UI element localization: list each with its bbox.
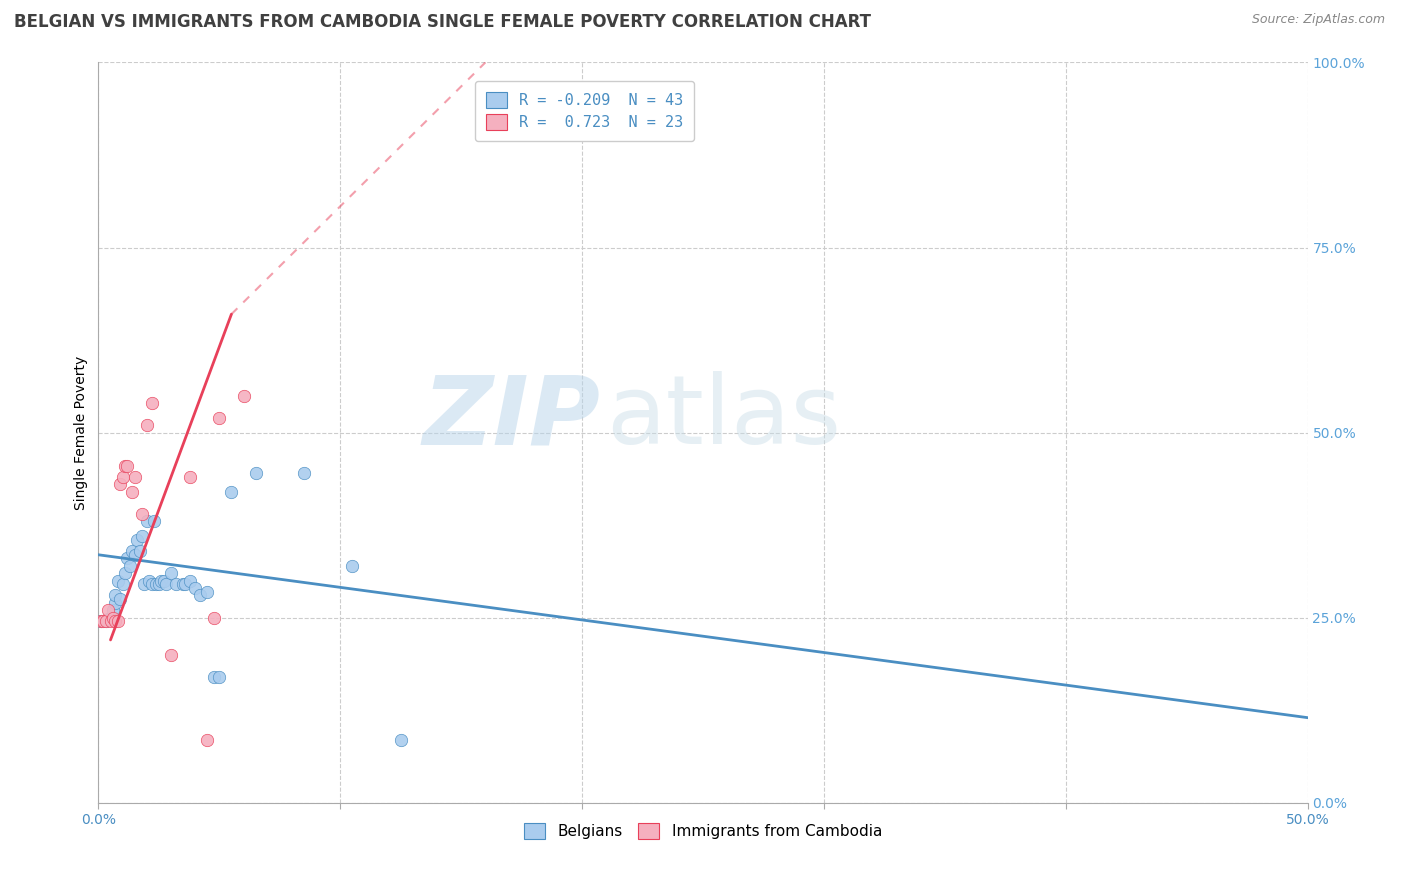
Point [134, 577, 156, 591]
Point [165, 577, 187, 591]
Point [184, 581, 207, 595]
Point [204, 670, 226, 684]
Point [124, 470, 146, 484]
Point [104, 596, 127, 610]
Point [150, 574, 173, 588]
Point [135, 515, 157, 529]
Point [131, 507, 153, 521]
Point [104, 589, 127, 603]
Point [342, 558, 364, 573]
Point [108, 592, 131, 607]
Y-axis label: Single Female Poverty: Single Female Poverty [75, 356, 89, 509]
Text: atlas: atlas [606, 371, 841, 465]
Point [131, 529, 153, 543]
Point [245, 467, 267, 481]
Point [141, 577, 163, 591]
Point [111, 470, 134, 484]
Text: BELGIAN VS IMMIGRANTS FROM CAMBODIA SINGLE FEMALE POVERTY CORRELATION CHART: BELGIAN VS IMMIGRANTS FROM CAMBODIA SING… [14, 13, 872, 31]
Point [117, 551, 139, 566]
Point [179, 470, 201, 484]
Point [94, 615, 117, 629]
Point [179, 574, 201, 588]
Point [195, 584, 218, 599]
Point [204, 610, 226, 624]
Point [101, 610, 124, 624]
Point [97, 603, 120, 617]
Point [148, 577, 170, 591]
Point [90, 615, 112, 629]
Point [91, 615, 114, 629]
Point [111, 577, 134, 591]
Point [117, 458, 139, 473]
Point [160, 566, 183, 581]
Point [145, 577, 167, 591]
Legend: Belgians, Immigrants from Cambodia: Belgians, Immigrants from Cambodia [516, 815, 890, 847]
Point [138, 574, 160, 588]
Point [128, 544, 150, 558]
Point [114, 566, 136, 581]
Text: ZIP: ZIP [422, 371, 600, 465]
Point [172, 577, 194, 591]
Point [104, 615, 127, 629]
Point [141, 396, 163, 410]
Point [221, 484, 243, 499]
Point [160, 648, 183, 662]
Point [108, 477, 131, 491]
Point [118, 558, 141, 573]
Point [124, 548, 146, 562]
Point [100, 615, 122, 629]
Point [90, 615, 112, 629]
Point [143, 515, 166, 529]
Point [292, 467, 315, 481]
Point [174, 577, 197, 591]
Point [389, 732, 412, 747]
Point [155, 577, 177, 591]
Point [195, 732, 218, 747]
Point [100, 610, 122, 624]
Point [97, 612, 120, 626]
Point [127, 533, 149, 547]
Point [121, 484, 143, 499]
Point [121, 544, 143, 558]
Point [107, 574, 129, 588]
Point [114, 458, 136, 473]
Point [188, 589, 211, 603]
Point [208, 670, 231, 684]
Point [94, 615, 117, 629]
Point [101, 603, 124, 617]
Point [232, 388, 254, 402]
Point [107, 615, 129, 629]
Text: Source: ZipAtlas.com: Source: ZipAtlas.com [1251, 13, 1385, 27]
Point [135, 418, 157, 433]
Point [152, 574, 174, 588]
Point [208, 410, 231, 425]
